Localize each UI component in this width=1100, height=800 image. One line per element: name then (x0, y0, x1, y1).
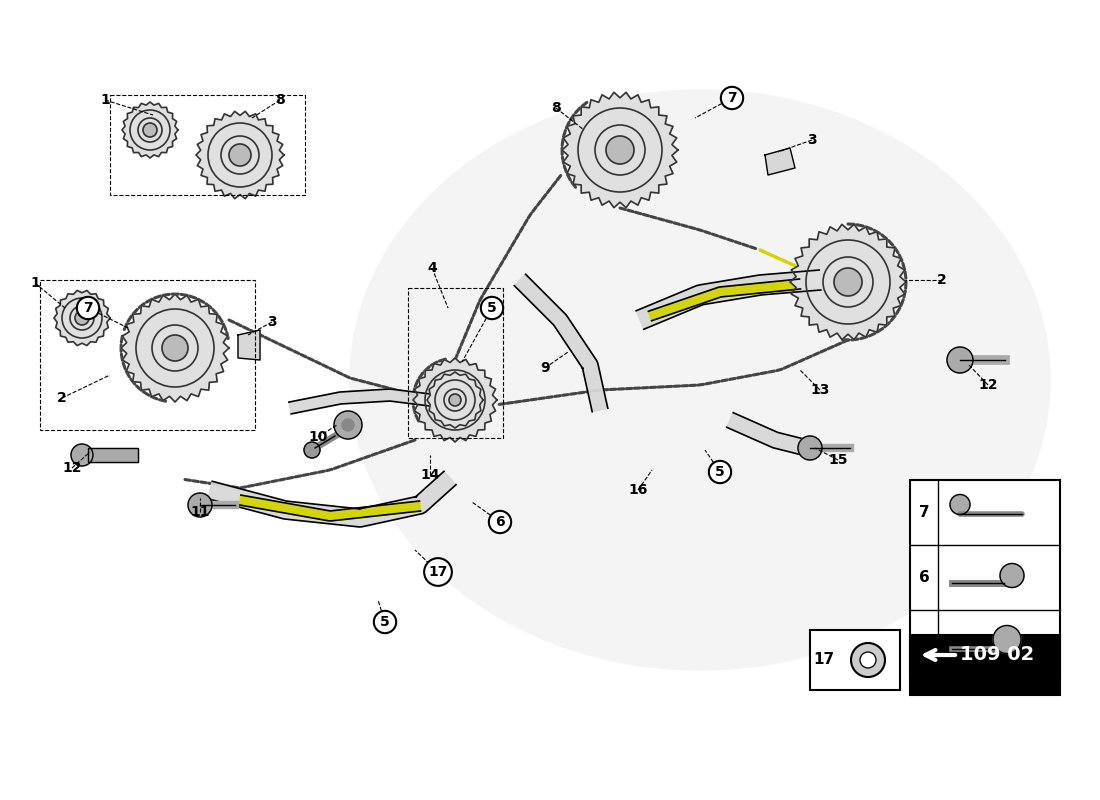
Circle shape (162, 335, 188, 361)
Text: 12: 12 (978, 378, 998, 392)
Text: 16: 16 (628, 483, 648, 497)
Text: 10: 10 (308, 430, 328, 444)
Circle shape (606, 136, 634, 164)
Text: 1: 1 (100, 93, 110, 107)
Text: 7: 7 (918, 505, 930, 520)
Bar (88, 448, 138, 462)
Text: 15: 15 (828, 453, 848, 467)
Text: 13: 13 (811, 383, 829, 397)
Circle shape (334, 411, 362, 439)
Text: 6: 6 (495, 515, 505, 529)
Bar (810, 630, 900, 690)
Bar (408, 288, 503, 438)
Circle shape (72, 444, 94, 466)
Circle shape (449, 394, 461, 406)
Text: 1: 1 (30, 276, 40, 290)
Bar (88, 448, 138, 462)
Text: 14: 14 (420, 468, 440, 482)
Text: 4: 4 (427, 261, 437, 275)
Text: 11: 11 (190, 505, 210, 519)
Bar (910, 635, 1060, 695)
Circle shape (1000, 563, 1024, 587)
Text: 8: 8 (275, 93, 285, 107)
Polygon shape (54, 290, 110, 346)
Text: 5: 5 (487, 301, 497, 315)
Text: 3: 3 (267, 315, 277, 329)
Circle shape (950, 494, 970, 514)
Text: 2: 2 (937, 273, 947, 287)
Polygon shape (790, 224, 906, 340)
Text: 17: 17 (428, 565, 448, 579)
Bar (110, 95, 305, 195)
Polygon shape (427, 372, 483, 428)
Circle shape (446, 390, 465, 410)
Polygon shape (764, 148, 795, 175)
Polygon shape (727, 413, 817, 458)
Circle shape (993, 626, 1021, 654)
Text: 3: 3 (807, 133, 817, 147)
Circle shape (229, 144, 251, 166)
Bar (910, 480, 1060, 675)
Polygon shape (648, 279, 801, 321)
Polygon shape (208, 471, 456, 527)
Text: 17: 17 (813, 653, 835, 667)
Circle shape (947, 347, 974, 373)
Polygon shape (412, 358, 497, 442)
Polygon shape (562, 92, 678, 208)
Bar (40, 280, 255, 430)
Circle shape (143, 123, 157, 137)
Text: 8: 8 (551, 101, 561, 115)
Circle shape (798, 436, 822, 460)
Circle shape (75, 311, 89, 325)
Polygon shape (122, 102, 178, 158)
Polygon shape (196, 111, 284, 198)
Text: 9: 9 (540, 361, 550, 375)
Polygon shape (238, 330, 260, 360)
Circle shape (188, 493, 212, 517)
Text: 7: 7 (727, 91, 737, 105)
Text: 5: 5 (715, 465, 725, 479)
Circle shape (304, 442, 320, 458)
Text: 5: 5 (381, 615, 389, 629)
Circle shape (834, 268, 862, 296)
Text: 109 02: 109 02 (960, 646, 1034, 665)
Text: 12: 12 (63, 461, 81, 475)
Polygon shape (636, 270, 821, 330)
Text: 2: 2 (57, 391, 67, 405)
Circle shape (851, 643, 886, 677)
Circle shape (342, 419, 354, 431)
Text: a passion
for cars: a passion for cars (535, 358, 785, 502)
Polygon shape (121, 294, 229, 402)
Polygon shape (239, 495, 420, 521)
Text: 5: 5 (918, 635, 930, 650)
Polygon shape (515, 274, 608, 412)
Circle shape (860, 652, 876, 668)
Text: 6: 6 (918, 570, 930, 585)
Polygon shape (289, 389, 431, 414)
Ellipse shape (350, 90, 1050, 670)
Text: 7: 7 (84, 301, 92, 315)
